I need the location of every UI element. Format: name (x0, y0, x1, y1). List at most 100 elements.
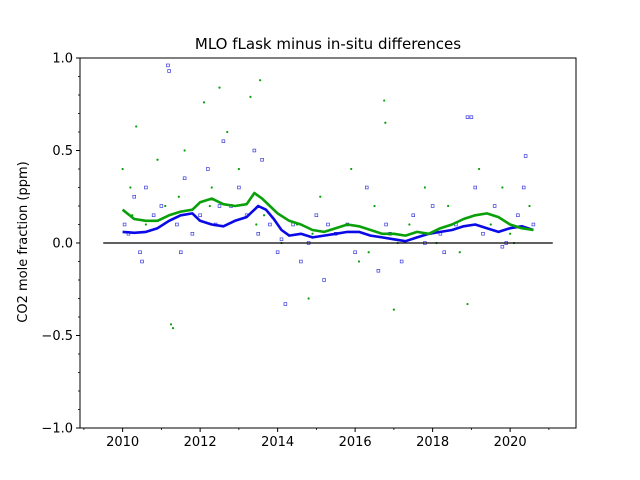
flask-point (376, 269, 381, 273)
insitu-point (478, 167, 481, 171)
insitu-point (171, 327, 175, 330)
flask-point (237, 185, 241, 190)
insitu-point (249, 95, 252, 98)
flask-point (151, 213, 156, 218)
flask-point (523, 154, 528, 158)
flask-point (132, 195, 137, 199)
flask-point (481, 232, 485, 236)
flask-point (167, 69, 171, 73)
insitu-point (350, 167, 353, 171)
insitu-point (144, 223, 147, 226)
insitu-point (183, 149, 186, 152)
insitu-point (489, 223, 492, 226)
insitu-point (501, 186, 504, 189)
flask-point (144, 185, 148, 190)
flask-point (473, 185, 478, 190)
flask-point (516, 213, 520, 218)
insitu-point (408, 223, 411, 226)
y-tick-label: 1.0 (52, 52, 73, 67)
chart-title: MLO fLask minus in-situ differences (195, 35, 461, 53)
flask-point (138, 250, 142, 255)
insitu-point (164, 204, 167, 208)
flask-point (182, 176, 187, 181)
y-tick-label: −1.0 (41, 422, 73, 437)
insitu-point (169, 323, 173, 326)
x-tick-label: 2010 (106, 435, 139, 450)
flask-point (198, 213, 202, 218)
flask-point (430, 204, 435, 208)
insitu-point (262, 214, 266, 217)
insitu-point (528, 204, 531, 208)
insitu-point (383, 99, 386, 102)
flask-point (299, 259, 303, 264)
insitu-point (129, 186, 132, 189)
flask-point (260, 158, 264, 162)
axes: 2010 2012 2014 2016 2018 2020 −1.0 −0.5 0.0 0.5 1.… (41, 52, 550, 450)
insitu-point (135, 125, 138, 128)
insitu-point (237, 167, 240, 171)
flask-smooth-line (122, 204, 534, 243)
insitu-point (307, 297, 310, 300)
flask-point (217, 204, 222, 208)
insitu-point (357, 260, 361, 263)
flask-point (469, 115, 474, 119)
flask-point (314, 213, 319, 218)
y-tick-label: 0.0 (52, 237, 73, 252)
x-tick-label: 2014 (261, 435, 294, 450)
y-tick-label: 0.5 (52, 144, 73, 159)
insitu-point (447, 204, 450, 208)
insitu-smooth-line (121, 191, 534, 237)
flask-point (159, 204, 164, 208)
flask-point (399, 259, 404, 264)
insitu-point (392, 308, 395, 311)
insitu-point (319, 195, 322, 198)
flask-point (175, 222, 179, 227)
flask-point (384, 222, 388, 227)
flask-point (166, 63, 170, 68)
insitu-point (156, 158, 159, 161)
flask-point (206, 167, 210, 171)
flask-point (275, 250, 280, 255)
insitu-point (458, 251, 461, 254)
insitu-point (218, 86, 221, 89)
insitu-point (177, 195, 180, 198)
insitu-point (255, 223, 258, 226)
insitu-point (210, 186, 213, 189)
flask-point (465, 115, 470, 119)
y-tick-label: −0.5 (41, 329, 73, 344)
insitu-point (121, 167, 124, 171)
flask-point (283, 302, 288, 306)
plot-marks (103, 63, 553, 330)
flask-point (256, 232, 261, 236)
flask-point (268, 222, 272, 227)
flask-point (521, 185, 526, 190)
flask-point (190, 232, 195, 236)
flask-point (179, 250, 183, 255)
flask-point (353, 250, 357, 255)
flask-point (492, 204, 497, 208)
flask-point (252, 148, 257, 153)
insitu-point (208, 204, 211, 208)
flask-point (122, 222, 127, 227)
insitu-point (423, 186, 426, 189)
insitu-point (384, 121, 387, 124)
flask-point (140, 259, 144, 264)
flask-point (442, 250, 447, 255)
x-tick-label: 2012 (184, 435, 217, 450)
flask-point (322, 278, 326, 282)
insitu-point (202, 101, 206, 104)
insitu-point (259, 79, 262, 82)
flask-point (326, 222, 330, 227)
flask-point (365, 185, 369, 190)
insitu-point (226, 130, 229, 134)
insitu-point (311, 232, 314, 235)
flask-point (221, 139, 226, 144)
x-tick-label: 2020 (494, 435, 527, 450)
flask-point (531, 222, 536, 227)
flask-point (411, 213, 416, 218)
insitu-point (466, 302, 469, 306)
flask-point (279, 237, 284, 242)
x-tick-label: 2016 (339, 435, 372, 450)
insitu-point (367, 251, 370, 254)
